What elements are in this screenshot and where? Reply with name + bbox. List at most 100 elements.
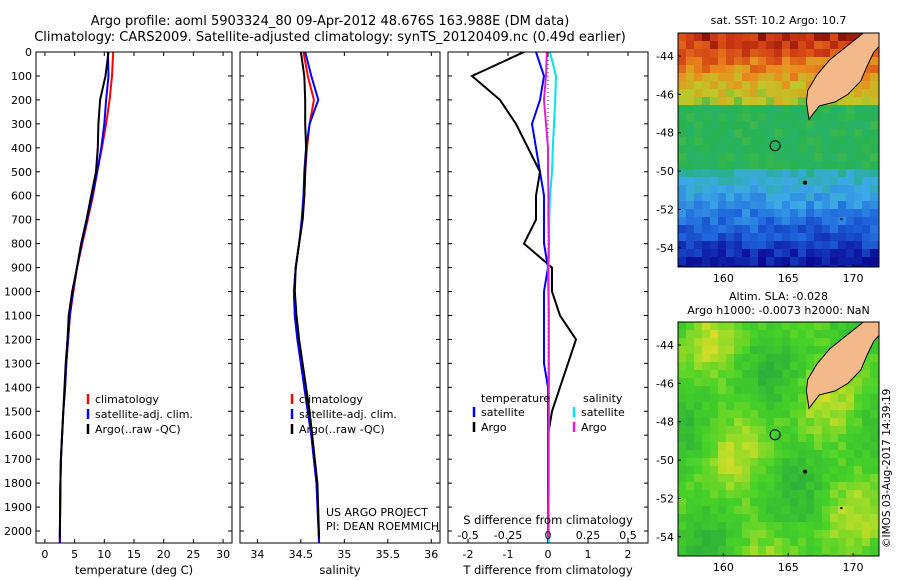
map-cell xyxy=(822,466,831,475)
map-x-tick-label: 160 xyxy=(713,272,734,285)
map-cell xyxy=(798,546,807,555)
map-cell xyxy=(830,426,839,435)
map-cell xyxy=(686,362,695,371)
map-cell xyxy=(694,97,703,106)
map-cell xyxy=(710,378,719,387)
map-cell xyxy=(702,394,711,403)
map-cell xyxy=(806,474,815,483)
map-cell xyxy=(798,129,807,138)
map-cell xyxy=(790,338,799,347)
map-cell xyxy=(702,354,711,363)
map-cell xyxy=(798,33,807,42)
map-cell xyxy=(854,153,863,162)
map-cell xyxy=(702,474,711,483)
map-cell xyxy=(806,217,815,226)
map-cell xyxy=(742,129,751,138)
map-cell xyxy=(694,57,703,66)
map-cell xyxy=(806,538,815,547)
map-cell xyxy=(758,506,767,515)
map-cell xyxy=(734,89,743,98)
map-cell xyxy=(758,322,767,331)
map-cell xyxy=(758,490,767,499)
map-cell xyxy=(814,209,823,218)
map-cell xyxy=(862,249,871,258)
map-cell xyxy=(774,362,783,371)
map-cell xyxy=(806,338,815,347)
map-cell xyxy=(806,490,815,499)
map-cell xyxy=(846,386,855,395)
map-cell xyxy=(742,73,751,82)
map-cell xyxy=(806,65,815,74)
map-cell xyxy=(678,546,687,555)
map-cell xyxy=(726,378,735,387)
map-cell xyxy=(710,506,719,515)
map-cell xyxy=(718,482,727,491)
map-cell xyxy=(718,426,727,435)
map-cell xyxy=(846,121,855,130)
map-cell xyxy=(702,402,711,411)
map-cell xyxy=(726,450,735,459)
legend-header: salinity xyxy=(583,392,623,405)
map-cell xyxy=(822,506,831,515)
map-cell xyxy=(686,322,695,331)
map-cell xyxy=(718,121,727,130)
map-cell xyxy=(814,522,823,531)
map-cell xyxy=(870,265,879,267)
map-cell xyxy=(734,458,743,467)
map-cell xyxy=(678,554,687,556)
map-cell xyxy=(774,49,783,58)
map-cell xyxy=(774,354,783,363)
map-cell xyxy=(766,137,775,146)
map-cell xyxy=(758,466,767,475)
temperature-panel: 0100200300400500600700800900100011001200… xyxy=(4,46,233,577)
map-cell xyxy=(734,514,743,523)
series-line-argo xyxy=(470,52,578,539)
map-cell xyxy=(678,161,687,170)
map-cell xyxy=(718,394,727,403)
map-cell xyxy=(726,177,735,186)
map-cell xyxy=(782,338,791,347)
map-cell xyxy=(750,450,759,459)
map-cell xyxy=(782,177,791,186)
map-cell xyxy=(774,538,783,547)
map-cell xyxy=(726,442,735,451)
map-cell xyxy=(710,153,719,162)
map-cell xyxy=(862,458,871,467)
map-cell xyxy=(678,402,687,411)
map-cell xyxy=(710,233,719,242)
map-cell xyxy=(750,121,759,130)
map-cell xyxy=(758,530,767,539)
map-cell xyxy=(790,402,799,411)
map-cell xyxy=(694,153,703,162)
map-cell xyxy=(854,265,863,267)
map-cell xyxy=(870,362,879,371)
map-cell xyxy=(686,33,695,42)
map-cell xyxy=(806,450,815,459)
map-cell xyxy=(694,490,703,499)
map-cell xyxy=(806,434,815,443)
pi-label: PI: DEAN ROEMMICH xyxy=(326,520,439,533)
map-cell xyxy=(686,538,695,547)
map-cell xyxy=(710,522,719,531)
map-cell xyxy=(710,498,719,507)
map-cell xyxy=(822,402,831,411)
map-y-tick-label: -46 xyxy=(656,377,674,390)
map-cell xyxy=(790,458,799,467)
map-cell xyxy=(838,145,847,154)
map-cell xyxy=(734,97,743,106)
map-cell xyxy=(846,426,855,435)
map-cell xyxy=(782,546,791,555)
map-cell xyxy=(726,225,735,234)
map-cell xyxy=(846,458,855,467)
map-cell xyxy=(702,265,711,267)
map-cell xyxy=(830,265,839,267)
map-cell xyxy=(766,257,775,266)
map-cell xyxy=(854,185,863,194)
map-cell xyxy=(694,402,703,411)
map-cell xyxy=(782,137,791,146)
map-cell xyxy=(766,474,775,483)
series-line-argo xyxy=(293,52,321,539)
map-cell xyxy=(830,217,839,226)
map-cell xyxy=(846,225,855,234)
map-cell xyxy=(694,370,703,379)
